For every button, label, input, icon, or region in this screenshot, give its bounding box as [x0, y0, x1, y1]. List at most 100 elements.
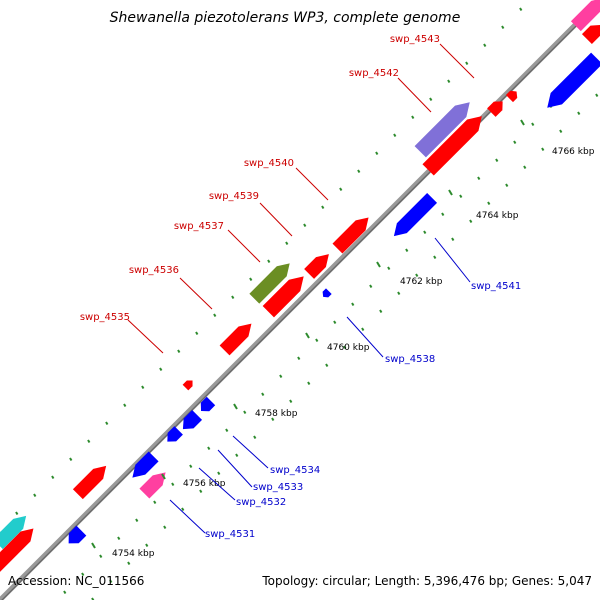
scale-dot [559, 129, 563, 134]
gene-arrow-swp_4539[interactable] [304, 249, 334, 279]
gene-arrow-swp_4543[interactable] [542, 52, 600, 114]
gene-label-swp_4531[interactable]: swp_4531 [205, 529, 255, 540]
scale-dot [207, 446, 211, 451]
tick-label-4758: 4758 kbp [255, 409, 298, 419]
scale-dot [387, 266, 391, 271]
scale-dot [271, 417, 275, 422]
tick-mark [161, 473, 166, 480]
scale-dot [531, 122, 535, 127]
tick-label-4754: 4754 kbp [112, 549, 155, 559]
gene-arrow-tiny[interactable] [182, 378, 196, 391]
scale-dot [127, 561, 131, 566]
scale-dot [177, 349, 181, 354]
scale-dot [297, 356, 301, 361]
gene-label-swp_4537[interactable]: swp_4537 [174, 221, 224, 232]
scale-dot [303, 223, 307, 228]
gene-arrow-swp_4541[interactable] [389, 192, 438, 241]
scale-dot [231, 295, 235, 300]
scale-dot [117, 536, 121, 541]
gene-label-swp_4533[interactable]: swp_4533 [253, 482, 303, 493]
scale-dot [289, 399, 293, 404]
gene-arrow-swp_4533[interactable] [127, 451, 159, 482]
scale-dot [181, 507, 185, 512]
gene-arrow-swp_4537[interactable] [249, 258, 294, 304]
scale-dot [51, 475, 55, 480]
leader-line [179, 277, 213, 310]
scale-dot [411, 115, 415, 120]
scale-ticks: 4754 kbp 4756 kbp 4758 kbp 4760 kbp 4762… [91, 119, 595, 559]
scale-dot [541, 147, 545, 152]
gene-arrow-swp_4536[interactable] [262, 271, 310, 318]
scale-dot [159, 367, 163, 372]
gene-arrow-swp_4535[interactable] [219, 319, 257, 356]
scale-dot [217, 471, 221, 476]
scale-dot [595, 93, 599, 98]
scale-dot [429, 97, 433, 102]
scale-dot [469, 219, 473, 224]
gene-arrow-swp_4542[interactable] [414, 97, 476, 158]
accession-text: Accession: NC_011566 [8, 574, 144, 588]
scale-dot [213, 313, 217, 318]
tick-label-4766: 4766 kbp [552, 147, 595, 157]
scale-dot [397, 291, 401, 296]
genome-summary-text: Topology: circular; Length: 5,396,476 bp… [261, 574, 592, 588]
leader-line [198, 467, 236, 501]
gene-arrow-swp_4534[interactable] [178, 409, 203, 434]
scale-dot [495, 158, 499, 163]
gene-arrow-swp_4540[interactable] [332, 212, 373, 254]
gene-features [0, 0, 600, 573]
gene-arrow-magenta-top[interactable] [570, 0, 600, 32]
gene-label-swp_4540[interactable]: swp_4540 [244, 158, 294, 169]
gene-label-swp_4532[interactable]: swp_4532 [236, 497, 286, 508]
label-leader-lines [127, 43, 475, 534]
gene-arrow-fwd-top[interactable] [581, 20, 600, 45]
gene-arrow-rev-1[interactable] [64, 525, 87, 549]
scale-dot [261, 392, 265, 397]
gene-label-swp_4534[interactable]: swp_4534 [270, 465, 320, 476]
scale-dot [15, 511, 19, 516]
gene-arrow-small[interactable] [197, 396, 216, 415]
gene-label-swp_4536[interactable]: swp_4536 [129, 265, 179, 276]
scale-dot [285, 241, 289, 246]
gene-label-swp_4541[interactable]: swp_4541 [471, 281, 521, 292]
gene-arrow-swp_4538[interactable] [320, 288, 332, 299]
gene-label-swp_4542[interactable]: swp_4542 [349, 68, 399, 79]
gene-arrow-fwd-2[interactable] [72, 461, 111, 500]
gene-label-swp_4535[interactable]: swp_4535 [80, 312, 130, 323]
leader-line [346, 316, 384, 358]
gene-arrow-fwd-3[interactable] [422, 110, 487, 176]
gene-label-swp_4543[interactable]: swp_4543 [390, 34, 440, 45]
gene-label-swp_4538[interactable]: swp_4538 [385, 354, 435, 365]
scale-dot [315, 338, 319, 343]
gene-label-swp_4539[interactable]: swp_4539 [209, 191, 259, 202]
scale-dot [225, 428, 229, 433]
gene-arrow-cyan[interactable] [0, 511, 31, 550]
gene-arrow-fwd-1[interactable] [0, 524, 38, 573]
scale-dot [423, 230, 427, 235]
tick-label-4762: 4762 kbp [400, 277, 443, 287]
scale-dot [465, 61, 469, 66]
scale-dot [141, 385, 145, 390]
scale-dot [267, 259, 271, 264]
gene-arrow-fwd-5[interactable] [505, 88, 520, 103]
scale-dot [393, 133, 397, 138]
gene-arrow-swp_4532[interactable] [163, 426, 183, 446]
scale-dot [441, 212, 445, 217]
tick-mark [520, 119, 525, 126]
scale-dot [325, 363, 329, 368]
scale-dot [199, 489, 203, 494]
scale-dot [307, 381, 311, 386]
gene-labels: swp_4531 swp_4532 swp_4533 swp_4534 swp_… [80, 34, 521, 540]
gene-arrow-fwd-4[interactable] [487, 97, 507, 117]
tick-mark [305, 332, 310, 339]
scale-dot [249, 277, 253, 282]
gene-arrow-swp_4531[interactable] [139, 467, 170, 499]
scale-dot [333, 320, 337, 325]
dotted-ring-outer [0, 7, 523, 533]
scale-dot [369, 284, 373, 289]
tick-mark [376, 261, 381, 268]
leader-line [127, 319, 164, 354]
leader-line [259, 202, 293, 237]
